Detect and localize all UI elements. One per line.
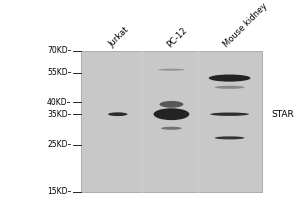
Text: 55KD–: 55KD– [47, 68, 72, 77]
Ellipse shape [160, 101, 183, 108]
Ellipse shape [215, 86, 244, 89]
Ellipse shape [210, 113, 249, 116]
Bar [80, 51, 262, 192]
Ellipse shape [108, 112, 128, 116]
Text: PC-12: PC-12 [165, 26, 189, 49]
Ellipse shape [215, 136, 244, 139]
Ellipse shape [154, 108, 189, 120]
Ellipse shape [209, 75, 250, 82]
Text: STAR: STAR [271, 110, 294, 119]
Text: Mouse kidney: Mouse kidney [222, 2, 269, 49]
Text: 25KD–: 25KD– [47, 140, 72, 149]
Ellipse shape [161, 127, 182, 130]
Text: 40KD–: 40KD– [47, 98, 72, 107]
Text: 15KD–: 15KD– [47, 187, 72, 196]
Text: Jurkat: Jurkat [107, 26, 130, 49]
Text: 70KD–: 70KD– [47, 46, 72, 55]
Ellipse shape [158, 69, 185, 71]
Text: 35KD–: 35KD– [47, 110, 72, 119]
